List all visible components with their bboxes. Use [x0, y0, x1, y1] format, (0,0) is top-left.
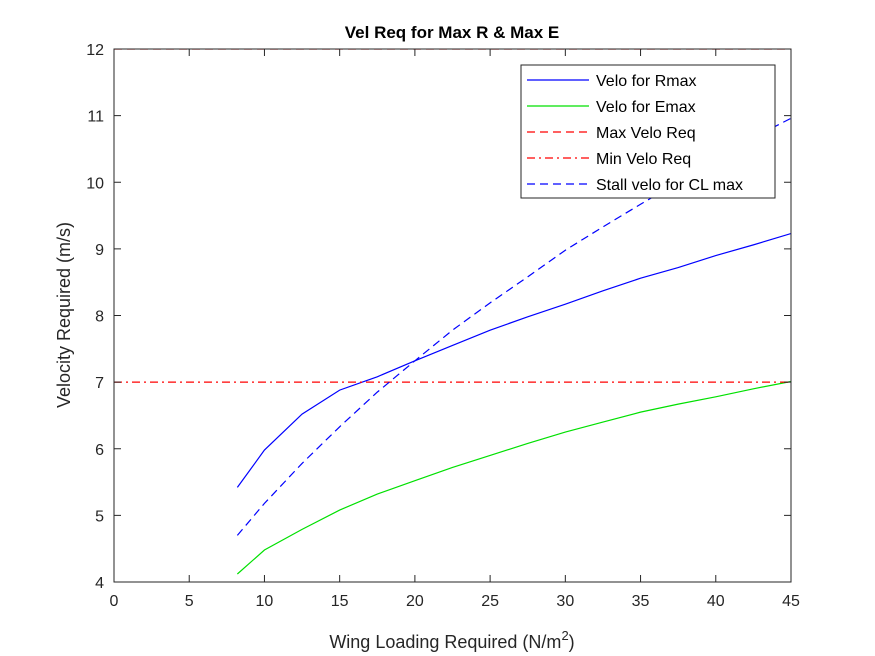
series-line-2 [236, 380, 791, 575]
y-tick-label: 8 [95, 309, 104, 326]
x-tick-label: 15 [331, 593, 349, 610]
x-tick-label: 40 [707, 593, 725, 610]
legend-label-5: Stall velo for CL max [596, 177, 743, 194]
y-axis-ticks: 4 5 6 7 8 9 10 11 12 [86, 42, 791, 592]
x-axis-label: Wing Loading Required (N/m2) [329, 628, 574, 652]
x-axis-label-text: Wing Loading Required (N/m [329, 632, 561, 652]
x-tick-label: 45 [782, 593, 800, 610]
legend-label-4: Min Velo Req [596, 151, 691, 168]
y-tick-label: 11 [87, 109, 104, 126]
x-tick-label: 10 [256, 593, 274, 610]
x-axis-label-close: ) [569, 632, 575, 652]
x-tick-label: 5 [185, 593, 194, 610]
y-tick-label: 12 [86, 42, 104, 59]
chart-title: Vel Req for Max R & Max E [345, 23, 559, 42]
legend-label-1: Velo for Rmax [596, 73, 696, 90]
legend-box [520, 64, 776, 199]
x-axis-label-superscript: 2 [561, 628, 568, 643]
x-tick-label: 25 [481, 593, 499, 610]
legend: Velo for Rmax Velo for Emax Max Velo Req Mi… [520, 64, 776, 199]
y-tick-label: 5 [95, 508, 104, 525]
x-tick-label: 20 [406, 593, 424, 610]
x-tick-label: 0 [110, 593, 119, 610]
y-tick-label: 9 [95, 242, 104, 259]
x-tick-label: 35 [632, 593, 650, 610]
legend-label-3: Max Velo Req [596, 125, 696, 142]
y-axis-label: Velocity Required (m/s) [54, 222, 74, 408]
legend-items: Velo for Rmax Velo for Emax Max Velo Req Mi… [527, 73, 743, 194]
x-tick-label: 30 [556, 593, 574, 610]
y-tick-label: 4 [95, 575, 104, 592]
y-tick-label: 10 [86, 175, 104, 192]
y-tick-label: 7 [95, 375, 104, 392]
legend-label-2: Velo for Emax [596, 99, 696, 116]
series-line-1 [236, 232, 791, 488]
y-tick-label: 6 [95, 442, 104, 459]
x-axis-ticks: 0 5 10 15 20 25 30 35 40 45 [110, 49, 800, 610]
